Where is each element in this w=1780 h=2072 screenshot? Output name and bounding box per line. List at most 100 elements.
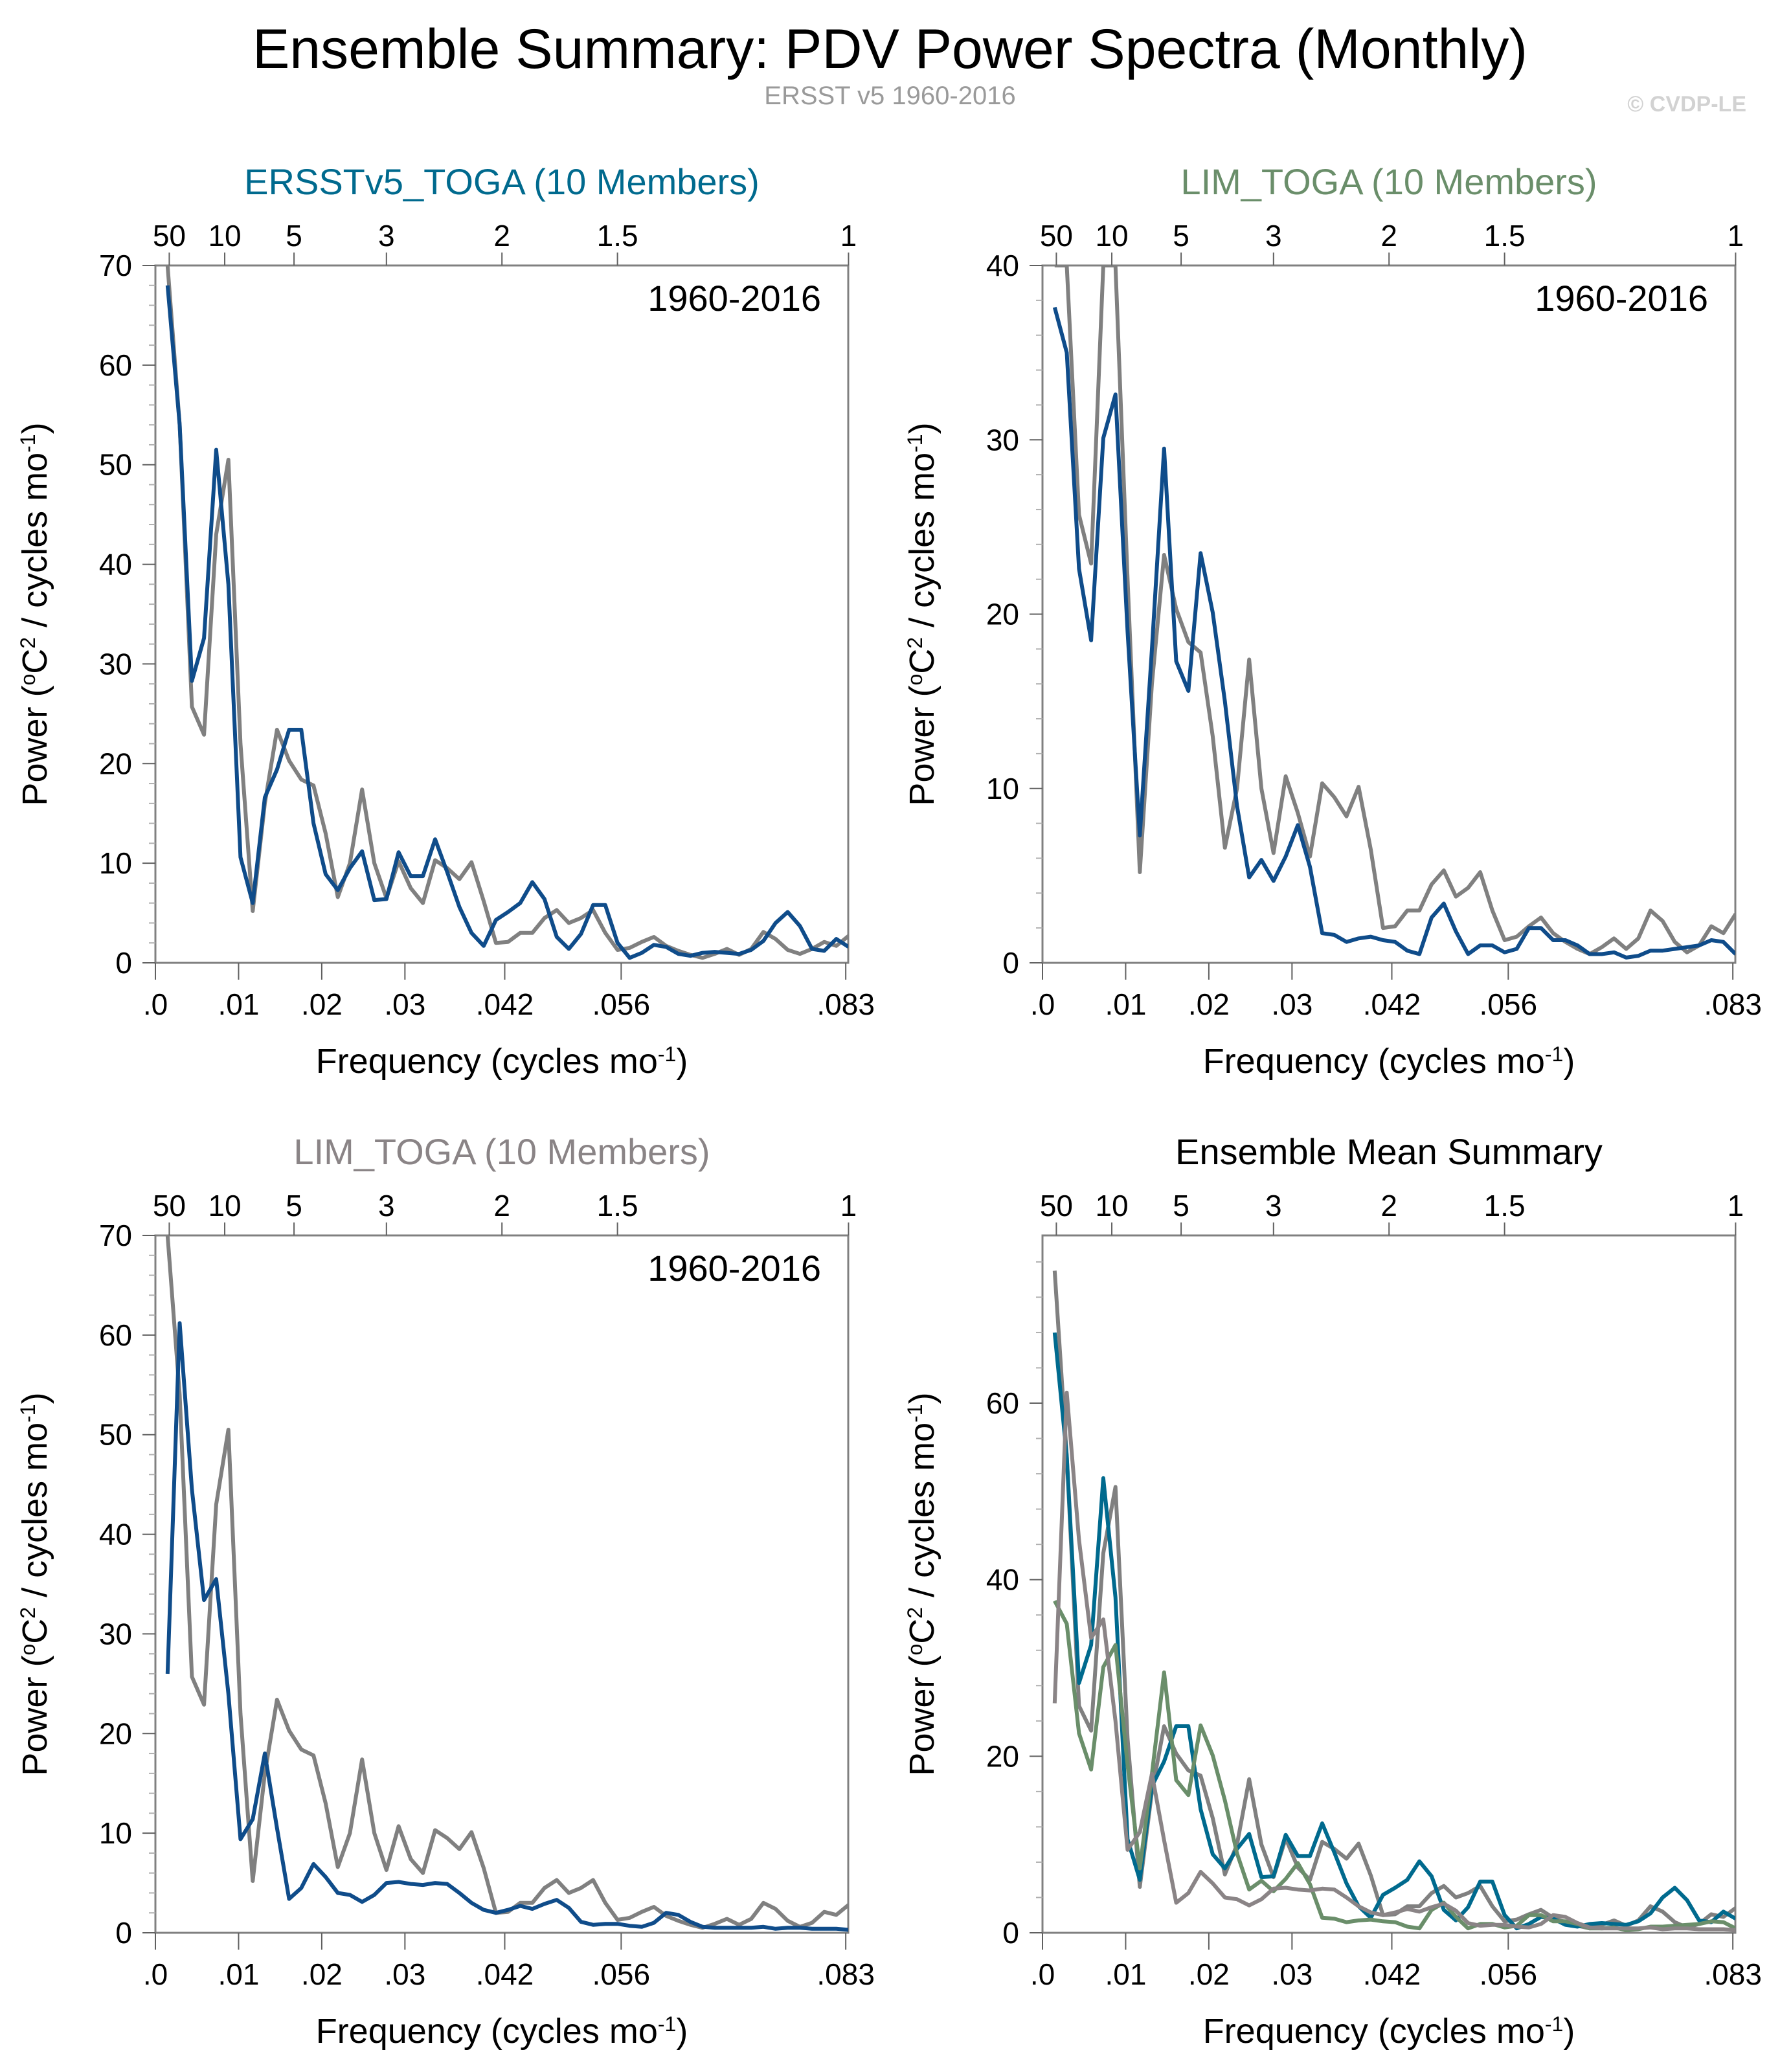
- top-tick-label: 1: [840, 219, 857, 253]
- y-tick-label: 10: [99, 1816, 132, 1850]
- top-tick-label: 1.5: [1484, 219, 1526, 253]
- y-tick-label: 20: [99, 747, 132, 780]
- top-tick-label: 1.5: [597, 219, 638, 253]
- top-tick-label: 3: [378, 219, 395, 253]
- y-tick-label: 20: [986, 1739, 1019, 1773]
- y-tick-label: 30: [99, 647, 132, 681]
- top-tick-label: 1: [1728, 219, 1744, 253]
- top-tick-label: 50: [1040, 219, 1073, 253]
- period-annotation: 1960-2016: [1535, 278, 1708, 319]
- series-line-lim-toga-member: [165, 1321, 848, 1932]
- top-tick-label: 1.5: [1484, 1189, 1526, 1222]
- top-tick-label: 10: [1095, 219, 1128, 253]
- y-tick-label: 40: [99, 548, 132, 581]
- series-line-lim-toga-member: [1052, 306, 1735, 960]
- x-tick-label: .02: [1188, 1957, 1230, 1991]
- x-tick-label: .03: [1271, 987, 1312, 1021]
- y-tick-label: 0: [115, 946, 132, 980]
- y-tick-label: 10: [99, 846, 132, 880]
- top-tick-label: 2: [493, 219, 510, 253]
- series-line-ersstv5-toga-mean: [1052, 1332, 1735, 1931]
- chart-panel-3: LIM_TOGA (10 Members) 0 10 20 30 40 50 60 70 Powe…: [16, 1131, 875, 2051]
- top-tick-label: 5: [286, 219, 302, 253]
- x-axis-label: Frequency (cycles mo-1): [316, 2012, 688, 2051]
- top-tick-label: 10: [208, 219, 241, 253]
- x-tick-label: .01: [1105, 1957, 1146, 1991]
- y-axis-label: Power (oC2 / cycles mo-1): [903, 1392, 941, 1775]
- top-tick-label: 10: [208, 1189, 241, 1222]
- chart-panel-1: ERSSTv5_TOGA (10 Members) 0 10 20 30 40 50 60 70…: [16, 161, 875, 1081]
- top-tick-label: 3: [1265, 219, 1282, 253]
- top-tick-label: 50: [153, 219, 186, 253]
- series-line-observations: [1052, 1270, 1735, 1931]
- y-axis-label: Power (oC2 / cycles mo-1): [903, 422, 941, 805]
- chart-panel-2: LIM_TOGA (10 Members) 0 10 20 30 40 Power (oC2…: [903, 161, 1762, 1081]
- x-tick-label: .02: [1188, 987, 1230, 1021]
- top-tick-label: 50: [1040, 1189, 1073, 1222]
- y-tick-label: 10: [986, 772, 1019, 805]
- y-tick-label: 40: [986, 249, 1019, 282]
- series-line-ersstv5-observed: [165, 285, 848, 960]
- top-tick-label: 5: [1173, 219, 1189, 253]
- panel-title: LIM_TOGA (10 Members): [293, 1131, 710, 1172]
- top-tick-label: 1.5: [597, 1189, 638, 1222]
- y-axis-label: Power (oC2 / cycles mo-1): [16, 1392, 54, 1775]
- x-tick-label: .0: [143, 1957, 168, 1991]
- x-axis-label: Frequency (cycles mo-1): [1203, 1042, 1575, 1081]
- panel-title: ERSSTv5_TOGA (10 Members): [244, 161, 760, 202]
- panel-title: LIM_TOGA (10 Members): [1180, 161, 1597, 202]
- y-tick-label: 0: [1002, 1916, 1019, 1950]
- x-axis-label: Frequency (cycles mo-1): [316, 1042, 688, 1081]
- x-tick-label: .056: [592, 987, 651, 1021]
- x-tick-label: .01: [218, 1957, 259, 1991]
- series-line-lim-toga-b-mean: [1052, 1390, 1735, 1932]
- series-line-ensemble-member: [1054, 265, 1735, 956]
- x-tick-label: .083: [1704, 1957, 1762, 1991]
- y-tick-label: 20: [986, 598, 1019, 631]
- y-tick-label: 0: [115, 1916, 132, 1950]
- x-tick-label: .0: [1030, 1957, 1055, 1991]
- y-tick-label: 60: [99, 1318, 132, 1352]
- y-tick-label: 70: [99, 249, 132, 282]
- x-tick-label: .02: [301, 987, 343, 1021]
- top-tick-label: 1: [840, 1189, 857, 1222]
- y-tick-label: 70: [99, 1219, 132, 1252]
- x-tick-label: .056: [1480, 1957, 1538, 1991]
- x-tick-label: .042: [476, 987, 534, 1021]
- x-tick-label: .01: [218, 987, 259, 1021]
- x-tick-label: .0: [143, 987, 168, 1021]
- top-tick-label: 10: [1095, 1189, 1128, 1222]
- x-tick-label: .03: [384, 987, 425, 1021]
- y-tick-label: 60: [99, 348, 132, 382]
- x-tick-label: .03: [384, 1957, 425, 1991]
- panel-title: Ensemble Mean Summary: [1175, 1131, 1603, 1172]
- figure-title: Ensemble Summary: PDV Power Spectra (Mon…: [252, 18, 1528, 80]
- x-tick-label: .083: [817, 987, 875, 1021]
- y-tick-label: 60: [986, 1386, 1019, 1420]
- figure-subtitle: ERSST v5 1960-2016: [764, 82, 1016, 110]
- x-axis-label: Frequency (cycles mo-1): [1203, 2012, 1575, 2051]
- period-annotation: 1960-2016: [648, 1248, 821, 1289]
- x-tick-label: .042: [476, 1957, 534, 1991]
- y-tick-label: 40: [99, 1518, 132, 1551]
- y-tick-label: 20: [99, 1717, 132, 1750]
- series-line-ensemble-member: [165, 1235, 848, 1930]
- x-tick-label: .03: [1271, 1957, 1312, 1991]
- y-tick-label: 50: [99, 1418, 132, 1452]
- period-annotation: 1960-2016: [648, 278, 821, 319]
- x-tick-label: .0: [1030, 987, 1055, 1021]
- x-tick-label: .01: [1105, 987, 1146, 1021]
- top-tick-label: 5: [1173, 1189, 1189, 1222]
- y-tick-label: 30: [99, 1617, 132, 1650]
- series-line-ensemble-member: [165, 265, 848, 960]
- y-tick-label: 40: [986, 1563, 1019, 1597]
- copyright-label: © CVDP-LE: [1627, 92, 1746, 117]
- top-tick-label: 50: [153, 1189, 186, 1222]
- top-tick-label: 2: [1380, 219, 1397, 253]
- y-tick-label: 0: [1002, 946, 1019, 980]
- x-tick-label: .083: [817, 1957, 875, 1991]
- x-tick-label: .056: [592, 1957, 651, 1991]
- chart-panel-4: Ensemble Mean Summary 0 20 40 60 Power (oC2 /…: [903, 1131, 1762, 2051]
- x-tick-label: .042: [1363, 1957, 1421, 1991]
